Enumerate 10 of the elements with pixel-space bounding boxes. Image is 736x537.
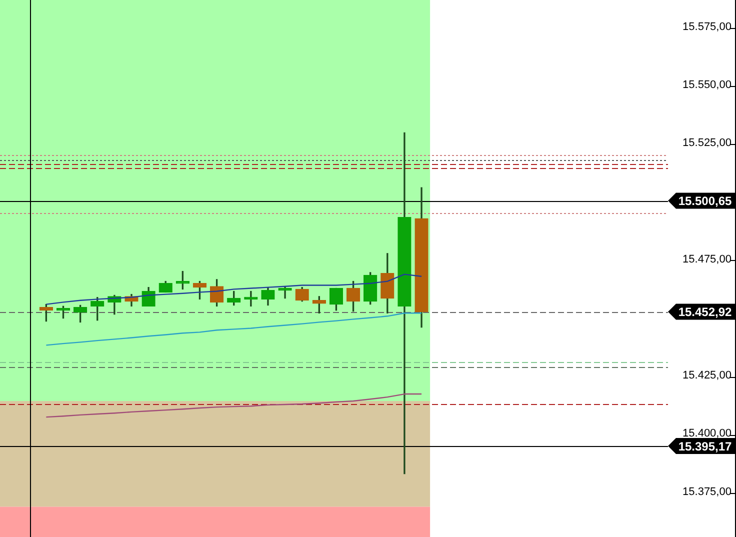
y-tick-label: 15.525,00 [682, 137, 732, 150]
ref-line-label: 15.500,65 [678, 194, 732, 208]
ref-line-label: 15.395,17 [678, 439, 732, 454]
y-tick-label: 15.575,00 [682, 20, 732, 33]
y-tick-label: 15.550,00 [682, 79, 732, 92]
y-tick-label: 15.400,00 [682, 428, 732, 440]
y-tick-label: 15.475,00 [682, 253, 732, 266]
y-tick-label: 15.425,00 [682, 370, 732, 382]
y-tick-label: 15.375,00 [682, 486, 732, 498]
ref-line-label: 15.452,92 [678, 305, 732, 320]
